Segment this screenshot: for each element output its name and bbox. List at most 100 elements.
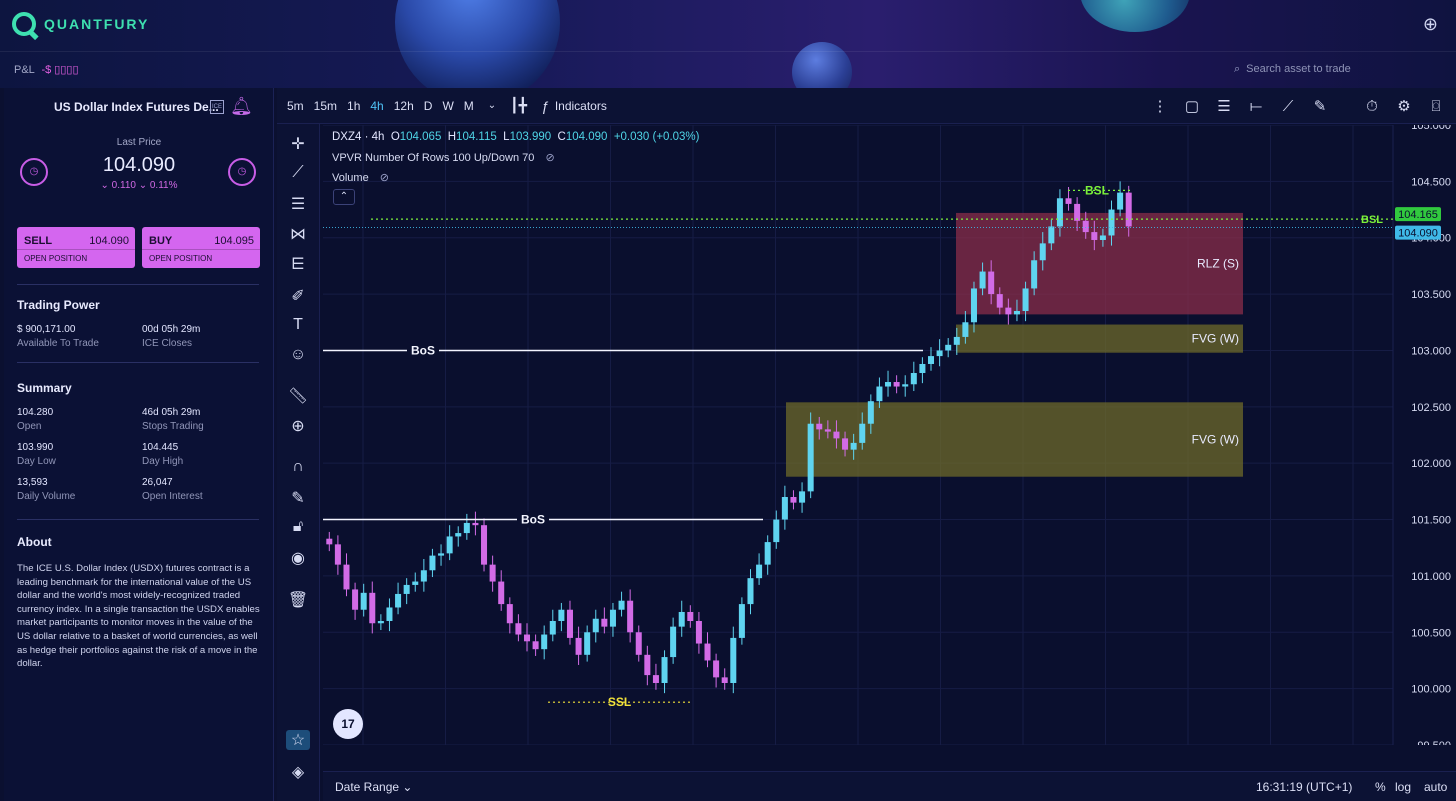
- percent-toggle[interactable]: %: [1375, 780, 1386, 794]
- timeframe-w[interactable]: W: [442, 98, 454, 113]
- camera-icon[interactable]: ⌼: [1431, 97, 1441, 115]
- brand-logo[interactable]: QUANTFURY: [12, 12, 149, 36]
- star-icon[interactable]: ☆: [286, 730, 310, 750]
- last-price-value: 104.090: [102, 154, 176, 176]
- layers-icon[interactable]: ◈: [291, 764, 305, 781]
- eye-off-icon[interactable]: ⊘: [379, 172, 389, 184]
- brush-icon[interactable]: ✐: [291, 288, 305, 305]
- price-label-bg: [1395, 225, 1441, 240]
- price-label-bg: [1395, 207, 1441, 222]
- timeframe-12h[interactable]: 12h: [393, 98, 414, 113]
- candle-body: [558, 609, 565, 621]
- open-value: 104.065: [399, 131, 442, 143]
- candle-body: [687, 611, 694, 621]
- tradingview-logo-icon[interactable]: 17: [333, 709, 363, 739]
- timeframe-15m[interactable]: 15m: [313, 98, 338, 113]
- candle-body: [764, 542, 771, 565]
- candle-body: [360, 592, 367, 610]
- drag-handle-icon[interactable]: ⋮: [1152, 98, 1168, 115]
- vpvr-legend[interactable]: VPVR Number Of Rows 100 Up/Down 70 ⊘: [332, 151, 555, 164]
- brush-icon[interactable]: ✎: [1313, 98, 1327, 115]
- candle-body: [420, 570, 427, 582]
- horizontal-lines-icon[interactable]: ☰: [290, 196, 306, 213]
- candle-body: [910, 373, 917, 385]
- summary-item: 46d 05h 29m Stops Trading: [142, 407, 204, 432]
- auto-toggle[interactable]: auto: [1424, 780, 1448, 794]
- pnl-label: P&L: [14, 64, 35, 76]
- chevron-down-icon[interactable]: ⌄: [487, 100, 497, 111]
- change-value: +0.030 (+0.03%): [613, 131, 700, 143]
- zone-rect: [956, 212, 1243, 315]
- globe-icon[interactable]: ⊕: [1422, 14, 1438, 34]
- eye-icon[interactable]: ◉: [291, 550, 305, 567]
- bull-clock-icon[interactable]: ◷: [228, 158, 256, 186]
- candle-body: [1117, 192, 1124, 210]
- trend-line-icon[interactable]: ⟋: [1282, 97, 1294, 115]
- candle-body: [893, 382, 900, 387]
- crosshair-icon[interactable]: ✛: [291, 136, 305, 153]
- fib-icon[interactable]: ⋿: [291, 256, 305, 273]
- pattern-icon[interactable]: ⋈: [290, 226, 306, 243]
- candle-body: [756, 564, 763, 579]
- vpvr-label: VPVR Number Of Rows 100 Up/Down 70: [332, 152, 535, 164]
- emoji-icon[interactable]: ☺: [289, 346, 307, 363]
- divider: [17, 362, 259, 363]
- low-value: 103.990: [509, 131, 552, 143]
- last-price-label: Last Price: [116, 137, 162, 148]
- ruler-icon[interactable]: 📏︎: [287, 388, 309, 405]
- candle-body: [747, 578, 754, 605]
- candle-type-icon[interactable]: ┃╋: [510, 97, 528, 113]
- divider: [17, 519, 259, 520]
- indicators-button[interactable]: Indicators: [554, 98, 607, 113]
- rectangle-tool-icon[interactable]: ▢: [1184, 98, 1200, 115]
- unlock-icon[interactable]: 🔓︎: [292, 518, 304, 535]
- function-icon[interactable]: ƒ: [541, 97, 549, 114]
- kv-value: 104.445: [142, 442, 179, 453]
- clock-readout[interactable]: 16:31:19 (UTC+1): [1256, 780, 1353, 794]
- eye-off-icon[interactable]: ⊘: [545, 152, 555, 164]
- lock-draw-icon[interactable]: ✎: [291, 490, 305, 507]
- bear-clock-icon[interactable]: ◷: [20, 158, 48, 186]
- trend-line-icon[interactable]: ⟋: [292, 164, 304, 181]
- timeframe-4h[interactable]: 4h: [370, 98, 384, 113]
- timeframe-m[interactable]: M: [463, 98, 474, 113]
- replay-icon[interactable]: ⏱: [1366, 97, 1378, 115]
- zoom-icon[interactable]: ⊕: [291, 418, 305, 435]
- magnet-icon[interactable]: ∩: [292, 458, 304, 475]
- sell-button[interactable]: SELL 104.090 OPEN POSITION: [17, 227, 135, 268]
- buy-button[interactable]: BUY 104.095 OPEN POSITION: [142, 227, 260, 268]
- horizontal-ray-icon[interactable]: ⟝: [1249, 97, 1263, 115]
- date-range-button[interactable]: Date Range ⌄: [335, 780, 412, 794]
- candle-body: [1065, 198, 1072, 204]
- candle-body: [1125, 192, 1132, 227]
- asset-search[interactable]: ⌕ Search asset to trade: [1228, 56, 1448, 82]
- candle-body: [395, 593, 402, 608]
- add-alert-icon[interactable]: 🔔︎: [230, 96, 253, 116]
- y-tick-label: 104.500: [1411, 176, 1451, 188]
- log-toggle[interactable]: log: [1395, 780, 1412, 794]
- candle-body: [463, 522, 470, 534]
- low-label: L: [503, 131, 510, 143]
- volume-legend[interactable]: Volume ⊘: [332, 171, 389, 184]
- candle-body: [334, 544, 341, 565]
- candle-body: [1048, 226, 1055, 244]
- candle-body: [403, 584, 410, 594]
- text-icon[interactable]: T: [293, 316, 303, 333]
- price-chart[interactable]: 6121824Oct611172313:00Nov611105.000104.5…: [323, 125, 1456, 745]
- search-input[interactable]: Search asset to trade: [1246, 63, 1351, 75]
- trash-icon[interactable]: 🗑︎: [287, 592, 309, 609]
- candle-body: [979, 271, 986, 289]
- asset-title: US Dollar Index Futures De...: [54, 100, 219, 114]
- horizontal-lines-icon[interactable]: ☰: [1217, 98, 1231, 115]
- label-bg: [407, 342, 439, 359]
- timeframe-1h[interactable]: 1h: [347, 98, 361, 113]
- candle-body: [945, 344, 952, 351]
- divider: [17, 284, 259, 285]
- asset-panel: US Dollar Index Futures De... ICE 🔔︎ ◷ ◷…: [4, 88, 274, 801]
- gear-icon[interactable]: ⚙: [1397, 98, 1411, 115]
- timeframe-d[interactable]: D: [423, 98, 433, 113]
- candle-body: [515, 623, 522, 635]
- timeframe-5m[interactable]: 5m: [287, 98, 304, 113]
- collapse-legend-button[interactable]: ⌃: [333, 189, 355, 205]
- bos-label: BoS: [411, 343, 435, 357]
